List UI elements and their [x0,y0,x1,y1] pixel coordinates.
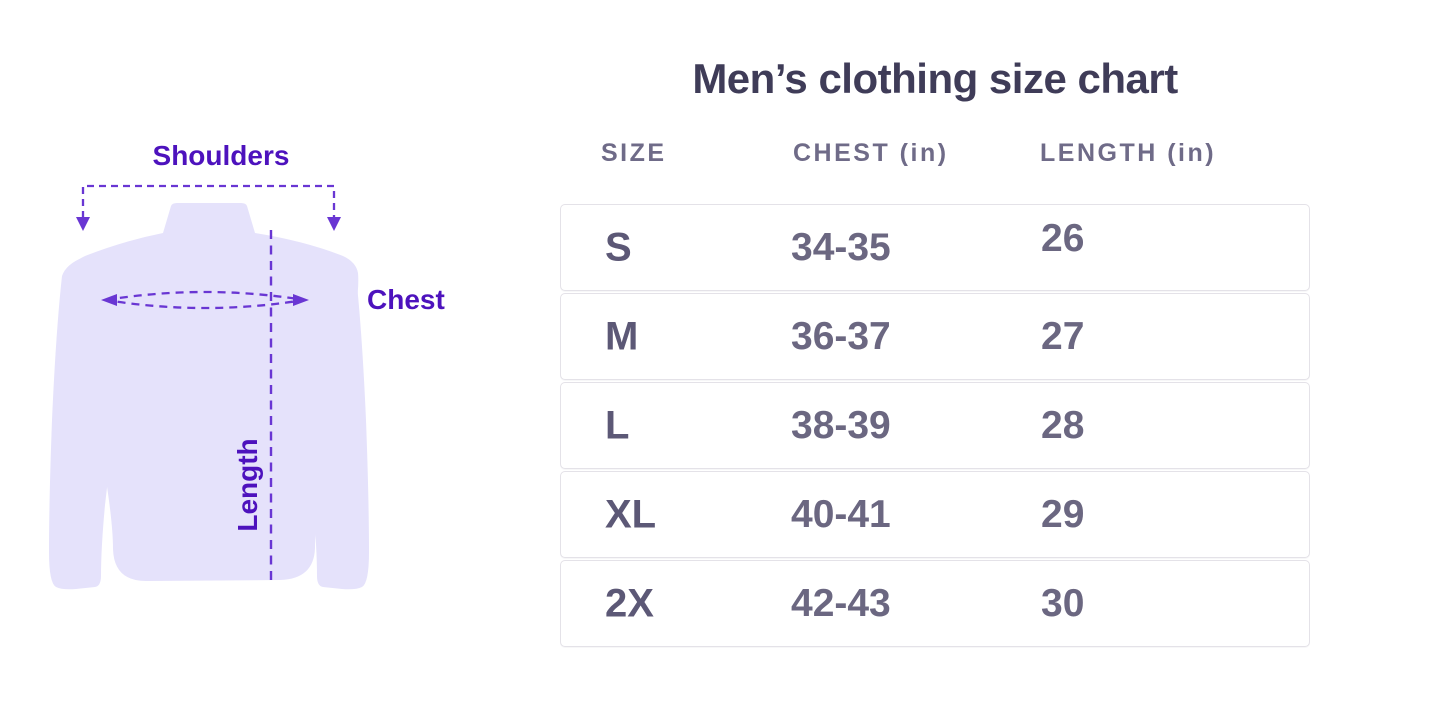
table-row-l: L 38-39 28 [560,382,1310,469]
shoulders-arrow-left-icon [76,217,90,231]
length-label: Length [232,438,263,532]
column-header-size: SIZE [601,139,667,167]
size-table-section: Men’s clothing size chart SIZE CHEST (in… [560,0,1310,725]
chest-arrow-left-icon [101,294,117,306]
chest-cell: 40-41 [791,492,891,536]
chest-cell: 36-37 [791,314,891,358]
table-row-s: S 34-35 26 [560,204,1310,291]
chest-arrow-right-icon [293,294,309,306]
size-cell: S [605,225,632,269]
shirt-body [69,203,359,582]
chest-cell: 42-43 [791,581,891,625]
length-cell: 28 [1041,403,1085,447]
page-title: Men’s clothing size chart [692,55,1178,102]
shoulders-label: Shoulders [152,140,290,171]
chest-label: Chest [367,284,445,315]
chest-cell: 38-39 [791,403,891,447]
size-cell: L [605,403,630,447]
chest-cell: 34-35 [791,225,891,269]
shirt-measurement-diagram: Shoulders Chest Length [0,0,520,725]
size-cell: XL [605,492,657,536]
table-row-m: M 36-37 27 [560,293,1310,380]
length-cell: 29 [1041,492,1085,536]
column-header-chest: CHEST (in) [793,139,949,167]
shoulders-measure-line [81,184,336,218]
length-cell: 30 [1041,581,1085,625]
size-cell: 2X [605,581,654,625]
table-header-row: SIZE CHEST (in) LENGTH (in) [560,139,1310,169]
shirt-graphic [49,184,369,590]
table-row-2x: 2X 42-43 30 [560,560,1310,647]
length-cell: 27 [1041,314,1085,358]
column-header-length: LENGTH (in) [1040,139,1217,167]
table-row-xl: XL 40-41 29 [560,471,1310,558]
length-cell: 26 [1041,216,1085,260]
size-cell: M [605,314,639,358]
table-body: S 34-35 26 M 36-37 27 L 38-39 28 XL 40-4… [560,204,1310,649]
shoulders-arrow-right-icon [327,217,341,231]
